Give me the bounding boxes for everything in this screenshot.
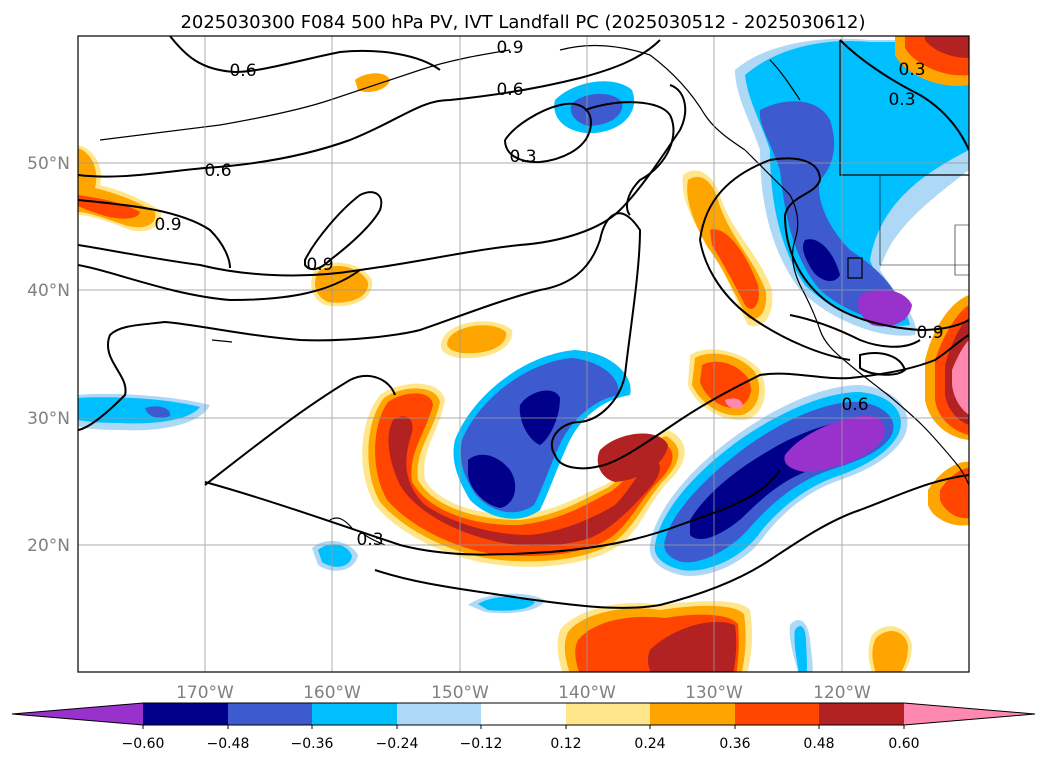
colorbar-bin (481, 703, 566, 725)
lon-label: 170°W (176, 683, 234, 703)
contour-labels: 0.6 0.9 0.6 0.3 0.6 0.9 0.9 0.3 0.3 0.9 … (154, 38, 943, 550)
colorbar-tick-label: −0.24 (376, 736, 419, 752)
shade-ne-navy (802, 239, 840, 282)
shade-ne-blue (759, 101, 905, 322)
colorbar-tick-label: 0.36 (719, 736, 750, 752)
contour-label: 0.9 (154, 215, 181, 235)
lat-label: 40°N (27, 281, 70, 301)
contour-label: 0.9 (306, 255, 333, 275)
contour-label: 0.3 (356, 530, 383, 550)
contour-label: 0.6 (229, 61, 256, 81)
contour-label: 0.6 (204, 161, 231, 181)
pv-contours (78, 36, 969, 609)
colorbar-tick-label: −0.48 (207, 736, 250, 752)
contour-label: 0.6 (841, 395, 868, 415)
colorbar-bin (566, 703, 650, 725)
contour-label: 0.3 (509, 147, 536, 167)
colorbar-tick-label: −0.60 (122, 736, 165, 752)
colorbar-tick-label: −0.12 (460, 736, 503, 752)
colorbar-bin (735, 703, 819, 725)
colorbar-bin (143, 703, 228, 725)
coastlines (99, 40, 969, 546)
contour-label: 0.6 (496, 80, 523, 100)
lat-label: 30°N (27, 409, 70, 429)
map-frame (77, 35, 970, 673)
colorbar-bin (819, 703, 904, 725)
shade-se-purple (784, 415, 885, 472)
lon-label: 150°W (431, 683, 489, 703)
gridlines (78, 36, 969, 672)
shade-n-navy (570, 93, 623, 126)
lat-labels: 50°N 40°N 30°N 20°N (27, 154, 70, 556)
lat-label: 50°N (27, 154, 70, 174)
shade-tr-dark (925, 36, 969, 58)
lon-labels: 170°W 160°W 150°W 140°W 130°W 120°W (176, 683, 871, 703)
lat-label: 20°N (27, 536, 70, 556)
colorbar-arrow-left (12, 703, 143, 725)
contour-label: 0.3 (898, 60, 925, 80)
map-panel: 0.6 0.9 0.6 0.3 0.6 0.9 0.9 0.3 0.3 0.9 … (78, 36, 969, 672)
colorbar-bin (312, 703, 397, 725)
lon-label: 160°W (303, 683, 361, 703)
plot-title: 2025030300 F084 500 hPa PV, IVT Landfall… (180, 12, 865, 33)
colorbar-tick-label: 0.60 (888, 736, 919, 752)
contour-label: 0.9 (916, 323, 943, 343)
lon-label: 140°W (558, 683, 616, 703)
ivt-shading (78, 36, 969, 672)
colorbar-arrow-right (904, 703, 1035, 725)
colorbar-ticks: −0.60 −0.48 −0.36 −0.24 −0.12 0.12 0.24 … (122, 725, 920, 752)
colorbar-tick-label: 0.24 (634, 736, 665, 752)
colorbar-tick-label: 0.12 (550, 736, 581, 752)
colorbar-bin (650, 703, 735, 725)
contour-label: 0.9 (496, 38, 523, 58)
colorbar-bin (397, 703, 481, 725)
colorbar-bin (228, 703, 312, 725)
lon-label: 120°W (813, 683, 871, 703)
lon-label: 130°W (685, 683, 743, 703)
shade-ne-purple (858, 289, 912, 327)
colorbar-tick-label: −0.36 (291, 736, 334, 752)
contour-label: 0.3 (888, 90, 915, 110)
colorbar (11, 702, 1036, 726)
colorbar-tick-label: 0.48 (803, 736, 834, 752)
